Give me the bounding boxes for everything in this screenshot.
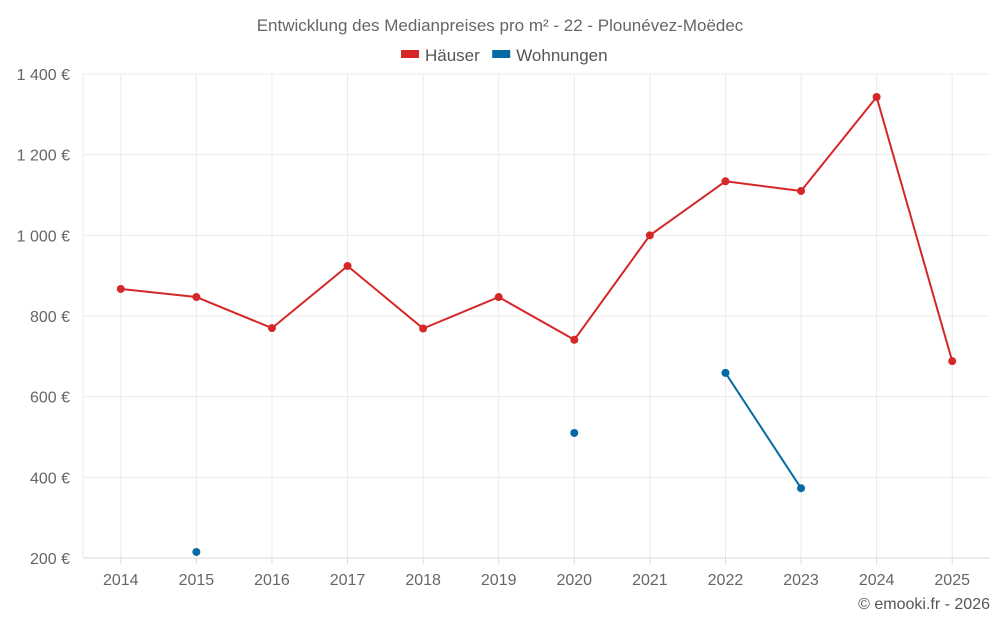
y-tick-label: 1 400 € [17, 67, 70, 84]
x-tick-label: 2022 [708, 572, 744, 589]
data-point-0 [872, 92, 881, 101]
series-segment-0 [875, 96, 954, 362]
data-point-0 [797, 186, 806, 195]
data-point-1 [797, 484, 806, 493]
series-points [116, 92, 957, 556]
series-segment-1 [724, 372, 802, 489]
series-segment-0 [271, 265, 349, 329]
data-point-0 [192, 293, 201, 302]
data-point-0 [116, 284, 125, 293]
series-segment-0 [195, 296, 273, 330]
chart-title: Entwicklung des Medianpreises pro m² - 2… [257, 16, 744, 35]
y-tick-label: 800 € [30, 309, 70, 326]
data-point-0 [645, 231, 654, 240]
x-tick-label: 2014 [103, 572, 139, 589]
legend-swatch [401, 50, 419, 58]
y-tick-label: 400 € [30, 470, 70, 487]
legend-label: Häuser [425, 46, 480, 65]
x-tick-label: 2015 [179, 572, 215, 589]
y-axis-ticks: 200 € 400 € 600 € 800 € 1 000 € 1 200 € 1 400 … [17, 67, 70, 568]
x-tick-label: 2023 [783, 572, 819, 589]
series-segment-0 [346, 265, 424, 330]
series-segment-0 [422, 296, 500, 330]
x-tick-label: 2018 [405, 572, 441, 589]
data-point-0 [948, 357, 957, 366]
series-segment-0 [725, 180, 802, 192]
x-tick-label: 2017 [330, 572, 366, 589]
data-point-1 [721, 368, 730, 377]
series-segment-0 [800, 96, 878, 192]
y-tick-label: 1 000 € [17, 228, 70, 245]
data-point-0 [721, 177, 730, 186]
data-point-0 [494, 293, 503, 302]
x-tick-label: 2016 [254, 572, 290, 589]
data-point-1 [570, 428, 579, 437]
series-segment-0 [498, 296, 575, 341]
data-point-0 [343, 261, 352, 270]
legend-label: Wohnungen [516, 46, 607, 65]
y-tick-label: 600 € [30, 390, 70, 407]
grid [82, 73, 990, 559]
legend-swatch [492, 50, 511, 58]
series-lines [120, 96, 954, 489]
x-tick-label: 2024 [859, 572, 895, 589]
data-point-1 [192, 547, 201, 556]
legend: Häuser Wohnungen [401, 46, 608, 65]
series-segment-0 [649, 180, 727, 237]
y-tick-label: 1 200 € [17, 148, 70, 165]
series-segment-0 [120, 287, 197, 299]
data-point-0 [267, 324, 276, 333]
x-tick-label: 2021 [632, 572, 668, 589]
x-axis-ticks: 2014 2015 2016 2017 2018 2019 2020 2021 2022 2023… [103, 558, 970, 589]
y-tick-label: 200 € [30, 551, 70, 568]
data-point-0 [570, 335, 579, 344]
x-tick-label: 2019 [481, 572, 517, 589]
series-segment-0 [573, 234, 651, 341]
data-point-0 [419, 324, 428, 333]
x-tick-label: 2025 [934, 572, 970, 589]
credit: © emooki.fr - 2026 [858, 596, 990, 613]
x-tick-label: 2020 [556, 572, 592, 589]
